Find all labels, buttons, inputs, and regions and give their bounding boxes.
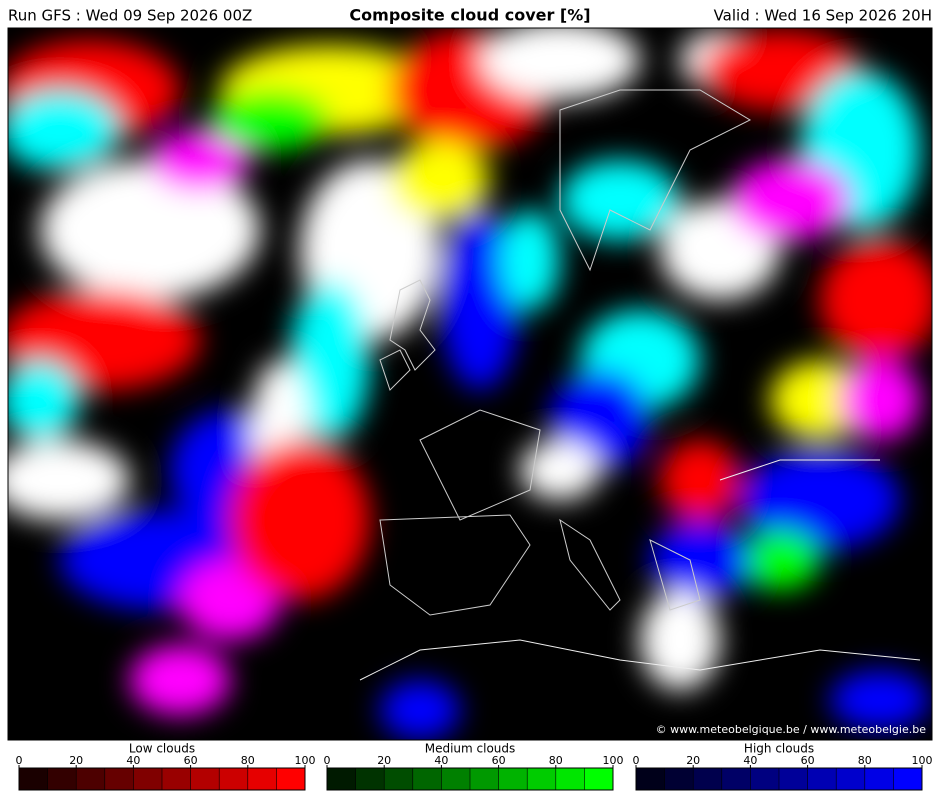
colorbar-segment [162,768,192,790]
colorbar-segment [864,768,894,790]
colorbar-segment [527,768,557,790]
colorbar-label: Low clouds [129,742,195,756]
colorbar-tick-label: 60 [801,754,815,767]
colorbar-tick-label: 80 [241,754,255,767]
colorbar-tick-label: 100 [912,754,933,767]
colorbar-segment [836,768,866,790]
colorbar-frame [326,767,614,791]
colorbar-segment [412,768,442,790]
colorbar-tick-label: 0 [16,754,23,767]
colorbar-segment [47,768,77,790]
colorbar-segment [779,768,809,790]
colorbar-segment [693,768,723,790]
colorbar-tick-label: 80 [549,754,563,767]
colorbar-tick-label: 100 [603,754,624,767]
colorbar-tick-label: 20 [377,754,391,767]
colorbar-segment [636,768,666,790]
colorbar-segment [721,768,751,790]
colorbar-tick-label: 60 [184,754,198,767]
colorbar-frame [18,767,306,791]
colorbar-segment [441,768,471,790]
colorbar-segment [276,768,306,790]
colorbar-segment [807,768,837,790]
colorbar-tick-label: 60 [492,754,506,767]
colorbar-segment [104,768,134,790]
colorbar-segment [247,768,277,790]
colorbar-segment [584,768,614,790]
colorbar-segment [133,768,163,790]
map-frame [7,27,933,741]
colorbar-tick-label: 0 [324,754,331,767]
colorbar-segment [355,768,385,790]
colorbar-segment [664,768,694,790]
colorbar-segment [893,768,923,790]
colorbar-tick-label: 40 [434,754,448,767]
credit: © www.meteobelgique.be / www.meteobelgie… [656,723,927,736]
colorbar-tick-label: 100 [295,754,316,767]
run-label: Run GFS : Wed 09 Sep 2026 00Z [8,7,252,25]
colorbar-tick-label: 40 [126,754,140,767]
colorbar-tick-label: 20 [69,754,83,767]
colorbar-label: Medium clouds [425,742,516,756]
colorbar-frame [635,767,923,791]
colorbar-segment [498,768,528,790]
colorbar-segment [327,768,357,790]
colorbar-segment [219,768,249,790]
colorbar-tick-label: 40 [743,754,757,767]
colorbar-segment [555,768,585,790]
colorbar-tick-label: 20 [686,754,700,767]
colorbar-segment [19,768,49,790]
map-title: Composite cloud cover [%] [349,6,590,25]
colorbar-segment [384,768,414,790]
colorbar-segment [76,768,106,790]
colorbar-segment [190,768,220,790]
colorbar-tick-label: 80 [858,754,872,767]
colorbar-label: High clouds [744,742,814,756]
cloud-map [8,28,932,740]
valid-label: Valid : Wed 16 Sep 2026 20H [714,7,932,25]
colorbar-segment [750,768,780,790]
colorbar-tick-label: 0 [633,754,640,767]
colorbar-segment [470,768,500,790]
